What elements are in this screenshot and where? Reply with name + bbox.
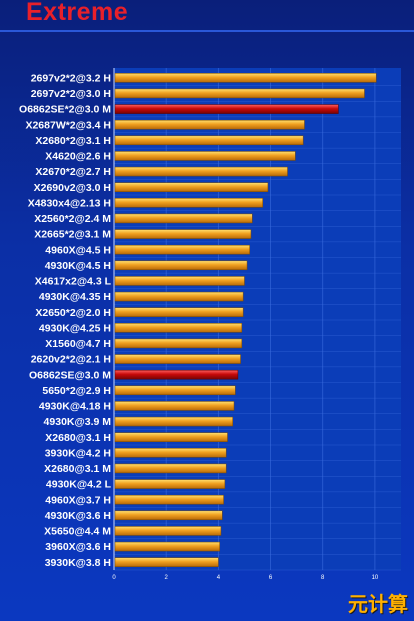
x-tick-label: 4: [217, 575, 221, 581]
category-label: 2620v2*2@2.1 H: [31, 354, 111, 366]
watermark-text: 元计算: [348, 592, 408, 616]
bar: [114, 510, 223, 521]
bar: [114, 151, 296, 161]
category-label: 4930K@4.18 H: [39, 401, 111, 413]
bar: [114, 276, 245, 286]
bar: [114, 479, 226, 489]
category-label: X2665*2@3.1 M: [34, 229, 111, 241]
bar: [114, 260, 248, 271]
category-label: X4617x2@4.3 L: [35, 276, 112, 288]
category-label: 4930K@3.9 M: [44, 416, 112, 428]
category-label: 4960X@4.5 H: [45, 244, 111, 256]
category-label: X1560@4.7 H: [45, 338, 111, 350]
category-label: 2697v2*2@3.0 H: [31, 88, 111, 100]
bar: [114, 323, 243, 333]
category-label: 4930K@4.25 H: [39, 322, 111, 334]
x-tick-label: 8: [321, 575, 325, 581]
category-label: X2680*2@3.1 H: [35, 135, 111, 147]
bar: [114, 557, 219, 567]
bar: [114, 291, 244, 302]
category-label: 4930K@4.35 H: [39, 291, 111, 303]
title-divider: [0, 30, 414, 32]
category-label: X2670*2@2.7 H: [35, 166, 111, 178]
category-label: X4830x4@2.13 H: [28, 197, 111, 209]
category-label: X2690v2@3.0 H: [34, 182, 111, 194]
bar: [114, 244, 250, 255]
category-label: X2680@3.1 M: [44, 463, 111, 475]
category-label: X5650@4.4 M: [44, 526, 111, 538]
category-label: 3930K@4.2 H: [45, 447, 111, 459]
x-tick-label: 10: [372, 575, 379, 581]
category-label: 5650*2@2.9 H: [42, 385, 111, 397]
bar: [114, 385, 236, 396]
bar: [114, 104, 339, 114]
bar: [114, 135, 304, 146]
bar: [114, 401, 235, 411]
category-label: X4620@2.6 H: [45, 151, 111, 163]
bar: [114, 416, 233, 427]
category-label: X2680@3.1 H: [45, 432, 111, 444]
bar: [114, 463, 227, 474]
bar: [114, 354, 241, 364]
bar: [114, 432, 228, 442]
category-label: 4930K@4.5 H: [45, 260, 111, 272]
bar: [114, 213, 253, 224]
category-label: 3930K@3.8 H: [45, 557, 111, 569]
bar: [114, 73, 377, 83]
bar: [114, 338, 243, 349]
bar: [114, 448, 227, 458]
bar: [114, 182, 269, 192]
bar: [114, 307, 244, 317]
category-label: 4960X@3.7 H: [45, 494, 111, 506]
x-tick-label: 6: [269, 575, 273, 581]
bar: [114, 229, 252, 239]
bar: [114, 369, 239, 380]
bar: [114, 88, 365, 99]
category-label: 3960X@3.6 H: [45, 541, 111, 553]
category-label: O6862SE@3.0 M: [29, 369, 111, 381]
category-label: X2650*2@2.0 H: [35, 307, 111, 319]
bar: [114, 526, 222, 536]
category-label: 2697v2*2@3.2 H: [31, 72, 111, 84]
category-label: 4930K@4.2 L: [46, 479, 112, 491]
x-tick-label: 2: [165, 575, 169, 581]
chart-title: Extreme: [26, 0, 129, 26]
category-label: O6862SE*2@3.0 M: [19, 104, 111, 116]
category-label: X2560*2@2.4 M: [34, 213, 111, 225]
category-label: 4930K@3.6 H: [45, 510, 111, 522]
x-tick-label: 0: [112, 575, 116, 581]
category-label: X2687W*2@3.4 H: [25, 119, 111, 131]
bar: [114, 166, 288, 177]
bar: [114, 198, 263, 208]
bar: [114, 494, 224, 505]
bar: [114, 541, 220, 552]
bar: [114, 119, 305, 130]
